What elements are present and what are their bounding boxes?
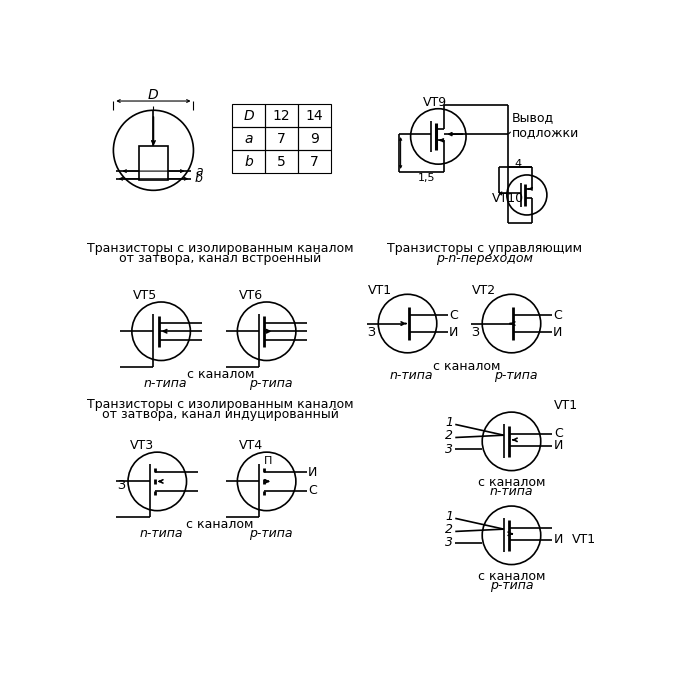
Text: 4: 4: [515, 159, 522, 169]
Text: b: b: [195, 172, 203, 186]
Text: VT4: VT4: [239, 439, 263, 452]
Text: 7: 7: [277, 132, 286, 146]
Text: a: a: [244, 132, 253, 146]
Text: 2: 2: [445, 523, 453, 537]
Text: 1,5: 1,5: [418, 173, 436, 183]
Text: VT1: VT1: [554, 400, 578, 412]
Text: D: D: [148, 88, 159, 102]
Bar: [232, 127, 265, 151]
Text: Транзисторы с изолированным каналом: Транзисторы с изолированным каналом: [87, 398, 354, 411]
Text: 1: 1: [445, 510, 453, 523]
Bar: [265, 127, 298, 151]
Text: p-типа: p-типа: [493, 369, 537, 383]
Text: n-типа: n-типа: [490, 485, 533, 498]
Text: VT5: VT5: [133, 290, 157, 302]
Bar: [232, 104, 265, 127]
Text: С: С: [308, 484, 317, 497]
Text: от затвора, канал индуцированный: от затвора, канал индуцированный: [102, 408, 339, 421]
Bar: [298, 151, 331, 173]
Text: VT6: VT6: [239, 290, 263, 302]
Text: И: И: [554, 439, 563, 452]
Bar: [298, 127, 331, 151]
Text: 5: 5: [277, 155, 286, 169]
Text: p-типа: p-типа: [248, 377, 293, 390]
Text: VT9: VT9: [422, 96, 446, 109]
Text: С: С: [449, 308, 458, 321]
Text: С: С: [554, 427, 562, 440]
Text: p-типа: p-типа: [248, 527, 293, 540]
Text: 3: 3: [445, 537, 453, 549]
Bar: [139, 146, 168, 180]
Text: И: И: [554, 533, 563, 547]
Text: b: b: [244, 155, 253, 169]
Text: n-типа: n-типа: [144, 377, 187, 390]
Text: с каналом: с каналом: [433, 360, 500, 373]
Text: С: С: [553, 308, 562, 321]
Text: 9: 9: [310, 132, 319, 146]
Text: n-типа: n-типа: [139, 527, 183, 540]
Text: VT10: VT10: [491, 192, 524, 205]
Text: VT1: VT1: [368, 284, 392, 297]
Text: с каналом: с каналом: [477, 570, 545, 583]
Text: n-типа: n-типа: [390, 369, 433, 383]
Text: П: П: [264, 456, 273, 466]
Text: с каналом: с каналом: [188, 368, 255, 381]
Text: D: D: [243, 109, 254, 123]
Text: З: З: [471, 325, 480, 339]
Text: VT1: VT1: [571, 533, 595, 547]
Text: VT3: VT3: [130, 439, 154, 452]
Bar: [265, 151, 298, 173]
Text: p-n-переходом: p-n-переходом: [436, 252, 533, 265]
Bar: [298, 104, 331, 127]
Text: И: И: [553, 325, 562, 339]
Text: И: И: [449, 325, 458, 339]
Text: VT2: VT2: [471, 284, 495, 297]
Text: 1: 1: [445, 416, 453, 429]
Text: И: И: [308, 466, 317, 479]
Bar: [265, 104, 298, 127]
Text: с каналом: с каналом: [186, 518, 253, 531]
Text: Вывод
подложки: Вывод подложки: [512, 111, 580, 139]
Bar: [232, 151, 265, 173]
Text: Транзисторы с управляющим: Транзисторы с управляющим: [387, 242, 582, 255]
Text: p-типа: p-типа: [490, 579, 533, 592]
Text: Транзисторы с изолированным каналом: Транзисторы с изолированным каналом: [87, 242, 354, 255]
Text: 3: 3: [445, 443, 453, 456]
Text: З: З: [117, 479, 126, 492]
Text: З: З: [368, 325, 375, 339]
Text: 2: 2: [445, 429, 453, 443]
Text: с каналом: с каналом: [477, 476, 545, 489]
Text: от затвора, канал встроенный: от затвора, канал встроенный: [119, 252, 322, 265]
Text: a: a: [195, 165, 203, 178]
Text: 12: 12: [273, 109, 290, 123]
Text: 14: 14: [306, 109, 324, 123]
Text: 7: 7: [310, 155, 319, 169]
